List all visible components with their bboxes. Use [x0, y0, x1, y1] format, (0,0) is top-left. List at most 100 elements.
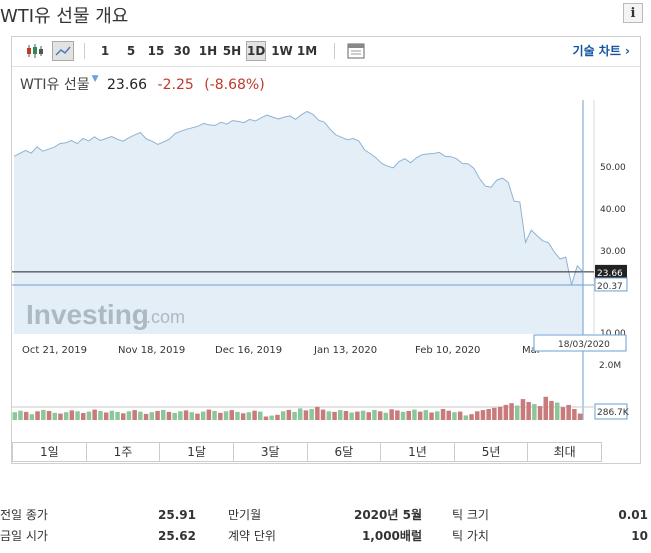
x-tick-label: Feb 10, 2020 — [415, 345, 480, 356]
volume-bar — [383, 412, 389, 421]
volume-bar — [349, 412, 354, 420]
volume-bar — [41, 409, 46, 420]
volume-bar — [109, 410, 115, 420]
volume-bar — [178, 411, 183, 420]
period-30-button[interactable]: 30 — [173, 44, 191, 58]
volume-bar — [469, 414, 474, 420]
period-1m-button[interactable]: 1M — [296, 44, 318, 58]
crosshair-value-box — [594, 277, 628, 292]
volume-bar — [412, 409, 417, 420]
volume-bar — [235, 411, 240, 420]
stat-row: 만기월 2020년 5월 — [228, 506, 422, 524]
crosshair-date-label: 18/03/2020 — [558, 340, 610, 350]
volume-bar — [132, 410, 137, 420]
volume-bar — [121, 413, 126, 420]
stat-label: 틱 크기 — [452, 508, 489, 522]
range-selector: 1일 1주 1달 3달 6달 1년 5년 최대 — [12, 442, 602, 462]
stat-value: 0.01 — [618, 508, 648, 522]
volume-bar — [183, 410, 189, 420]
period-15-button[interactable]: 15 — [147, 44, 165, 58]
volume-bar — [572, 409, 577, 420]
x-tick-label: Mar — [522, 345, 542, 356]
volume-bar — [326, 411, 332, 420]
volume-bar — [520, 399, 526, 420]
volume-bar — [223, 411, 229, 420]
range-button-2[interactable]: 1달 — [160, 443, 234, 461]
volume-bar — [75, 411, 80, 420]
range-button-6[interactable]: 5년 — [455, 443, 529, 461]
period-1h-button[interactable]: 1H — [198, 44, 218, 58]
info-button[interactable]: i — [623, 3, 643, 23]
x-tick-label: Oct 21, 2019 — [22, 345, 87, 356]
volume-bar — [343, 411, 349, 420]
volume-bar — [543, 396, 548, 420]
volume-bar — [303, 410, 309, 420]
range-button-1[interactable]: 1주 — [87, 443, 161, 461]
candlestick-icon[interactable] — [24, 41, 46, 61]
volume-bar — [143, 413, 149, 420]
toolbar-separator — [84, 43, 85, 59]
toolbar-separator — [334, 43, 335, 59]
volume-bar — [206, 409, 212, 420]
volume-bar — [166, 411, 172, 420]
stat-label: 틱 가치 — [452, 529, 489, 543]
volume-bar — [440, 409, 446, 420]
volume-bar — [480, 410, 486, 420]
page-title: WTI유 선물 개요 — [0, 6, 129, 27]
stat-label: 계약 단위 — [228, 529, 276, 543]
volume-bar — [446, 410, 451, 420]
line-chart-icon[interactable] — [52, 41, 74, 61]
volume-scale-label: 2.0M — [599, 361, 621, 371]
volume-bar — [229, 410, 234, 420]
volume-bar — [212, 411, 217, 420]
period-1-button[interactable]: 1 — [100, 44, 110, 58]
price-chart[interactable]: Investing.com 50.00 40.00 30.00 10.00 23.66 20… — [12, 37, 640, 442]
volume-value-label: 286.7K — [597, 408, 630, 418]
period-5h-button[interactable]: 5H — [222, 44, 242, 58]
price-area — [14, 111, 583, 334]
volume-bar — [338, 410, 343, 420]
last-price-label: 23.66 — [597, 269, 623, 279]
volume-bar — [515, 405, 520, 420]
tech-chart-link[interactable]: 기술 차트 › — [572, 44, 630, 58]
volume-bar — [149, 412, 154, 420]
volume-bar — [372, 409, 377, 420]
volume-bar — [286, 409, 292, 420]
stat-value: 25.91 — [158, 508, 196, 522]
volume-bar — [532, 404, 537, 421]
period-1d-button[interactable]: 1D — [246, 41, 266, 61]
period-5-button[interactable]: 5 — [126, 44, 136, 58]
volume-bar — [63, 412, 69, 420]
volume-bar — [406, 411, 411, 420]
calendar-icon[interactable] — [345, 41, 367, 61]
volume-bar — [280, 411, 286, 420]
quote-change-pct: (-8.68%) — [204, 77, 265, 93]
stat-row: 전일 종가 25.91 — [0, 506, 196, 524]
volume-bar — [509, 403, 514, 420]
stat-value: 1,000배럴 — [361, 529, 422, 543]
range-button-7[interactable]: 최대 — [553, 445, 576, 459]
quote-change: -2.25 — [157, 77, 194, 93]
down-arrow-icon: ▼ — [91, 74, 99, 84]
range-button-5[interactable]: 1년 — [381, 443, 455, 461]
volume-bar — [46, 411, 52, 420]
volume-bar — [29, 414, 35, 420]
volume-bar — [475, 411, 480, 420]
volume-bar — [452, 412, 457, 420]
range-button-3[interactable]: 3달 — [234, 443, 308, 461]
stat-value: 10 — [631, 529, 648, 543]
quote-header: WTI유 선물 ▼ 23.66 -2.25 (-8.68%) — [20, 74, 265, 94]
range-button-4[interactable]: 6달 — [308, 443, 382, 461]
volume-bar — [423, 410, 429, 420]
stat-row: 틱 가치 10 — [452, 527, 648, 545]
volume-bar — [189, 412, 194, 420]
stat-row: 틱 크기 0.01 — [452, 506, 648, 524]
volume-bar — [400, 411, 406, 420]
range-button-0[interactable]: 1일 — [13, 443, 87, 461]
volume-bar — [161, 409, 166, 420]
last-price-box — [595, 264, 627, 278]
period-1w-button[interactable]: 1W — [271, 44, 293, 58]
chart-toolbar: 1 5 15 30 1H 5H 1D 1W 1M 기술 차트 › — [12, 37, 640, 67]
volume-bar — [92, 409, 97, 420]
price-line — [13, 110, 584, 285]
